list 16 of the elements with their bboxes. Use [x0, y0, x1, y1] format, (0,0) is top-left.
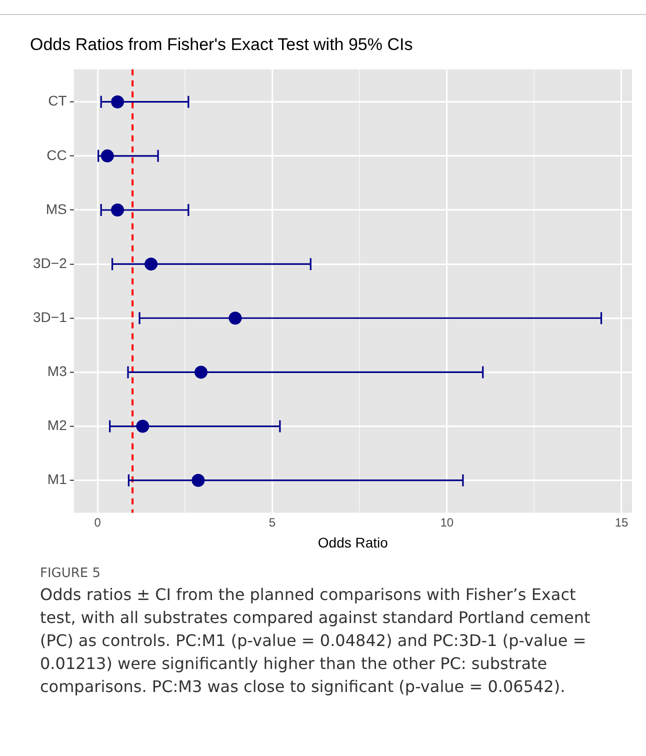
x-tick-label: 5 — [268, 515, 276, 530]
y-tick-label: M2 — [47, 417, 68, 434]
text: Odds ratios ± CI from the planned comparisons with Fisher’s Exact test, with all substrates compared against standard Portland cement (PC) as controls. PC:M1 (p-value = 0.04842) and PC:3D-1 (p-value = 0.01213) were significantly higher than the other PC: substrate comparisons. PC:M3 was close to significant (p-value = 0.06542). — [40, 584, 592, 698]
y-tick-label: MS — [46, 200, 67, 217]
chart-title: Odds Ratios from Fisher's Exact Test with 95% CIs — [30, 34, 413, 54]
y-tick-label: 3D−1 — [33, 308, 68, 325]
x-axis-title: Odds Ratio — [318, 534, 388, 550]
y-tick-label: M1 — [47, 471, 68, 488]
x-tick-label: 0 — [94, 515, 102, 530]
y-tick-label: M3 — [47, 363, 68, 380]
x-tick-label: 15 — [614, 515, 629, 530]
y-tick-label: CT — [48, 92, 68, 109]
x-tick-label: 10 — [440, 515, 454, 530]
y-tick-label: 3D−2 — [33, 254, 68, 271]
y-tick-label: CC — [46, 146, 67, 163]
caption: FIGURE 5 — [40, 566, 102, 581]
